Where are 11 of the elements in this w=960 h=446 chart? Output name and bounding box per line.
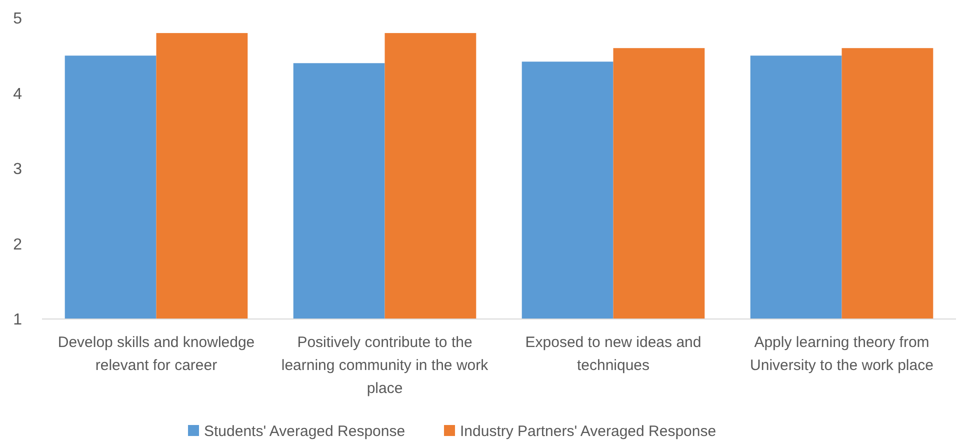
y-tick-label: 5 (13, 10, 22, 28)
x-tick-label: Develop skills and knowledge relevant for career (58, 334, 255, 374)
y-tick-label: 2 (13, 236, 22, 254)
x-tick-label: Positively contribute to the learning community in the work place (281, 334, 489, 397)
legend-label: Students' Averaged Response (204, 423, 406, 440)
x-tick-label: Apply learning theory from University to the work place (750, 334, 934, 374)
y-tick-label: 1 (13, 312, 22, 329)
y-tick-label: 3 (13, 161, 22, 178)
y-tick-label: 4 (13, 86, 22, 103)
x-tick-label: Exposed to new ideas and techniques (525, 334, 702, 374)
legend-label: Industry Partners' Averaged Response (460, 423, 716, 440)
